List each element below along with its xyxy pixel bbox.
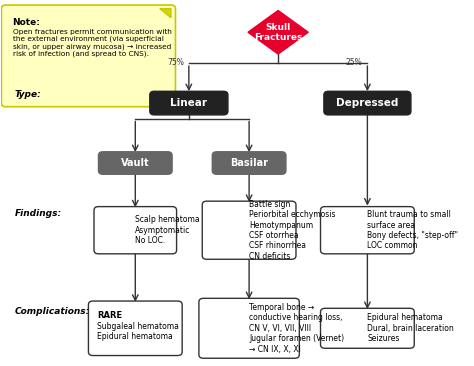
Text: Epidural hematoma
Dural, brain laceration
Seizures: Epidural hematoma Dural, brain laceratio… — [367, 313, 454, 343]
FancyBboxPatch shape — [94, 207, 177, 254]
FancyBboxPatch shape — [320, 308, 414, 348]
Text: Depressed: Depressed — [336, 98, 399, 108]
Text: 75%: 75% — [167, 58, 184, 67]
Text: Linear: Linear — [170, 98, 207, 108]
Text: Temporal bone →
conductive hearing loss,
CN V, VI, VII, VIII
Jugular foramen (Ve: Temporal bone → conductive hearing loss,… — [249, 303, 344, 354]
FancyBboxPatch shape — [1, 5, 175, 107]
Text: Complications:: Complications: — [15, 307, 90, 317]
FancyBboxPatch shape — [150, 91, 228, 115]
Text: Open fractures permit communication with
the external environment (via superfici: Open fractures permit communication with… — [12, 29, 172, 57]
FancyBboxPatch shape — [202, 201, 296, 259]
Text: Scalp hematoma
Asymptomatic
No LOC.: Scalp hematoma Asymptomatic No LOC. — [135, 215, 200, 245]
Text: 25%: 25% — [346, 58, 363, 67]
Text: Note:: Note: — [12, 18, 40, 27]
Text: Findings:: Findings: — [15, 209, 62, 219]
Text: Blunt trauma to small
surface area
Bony defects, "step-off"
LOC common: Blunt trauma to small surface area Bony … — [367, 210, 458, 250]
Text: RARE: RARE — [97, 311, 122, 320]
FancyBboxPatch shape — [320, 207, 414, 254]
Text: Basilar: Basilar — [230, 158, 268, 168]
Text: Type:: Type: — [15, 90, 42, 98]
Text: Skull
Fractures: Skull Fractures — [254, 23, 302, 42]
Text: Vault: Vault — [121, 158, 150, 168]
Polygon shape — [160, 9, 171, 18]
Text: Battle sign
Periorbital ecchymosis
Hemotympanum
CSF otorrhea
CSF rhinorrhea
CN d: Battle sign Periorbital ecchymosis Hemot… — [249, 200, 336, 261]
FancyBboxPatch shape — [199, 298, 299, 358]
FancyBboxPatch shape — [89, 301, 182, 355]
Text: Subgaleal hematoma
Epidural hematoma: Subgaleal hematoma Epidural hematoma — [97, 322, 179, 341]
FancyBboxPatch shape — [324, 91, 411, 115]
FancyBboxPatch shape — [99, 152, 172, 174]
FancyBboxPatch shape — [212, 152, 286, 174]
Polygon shape — [248, 11, 308, 54]
